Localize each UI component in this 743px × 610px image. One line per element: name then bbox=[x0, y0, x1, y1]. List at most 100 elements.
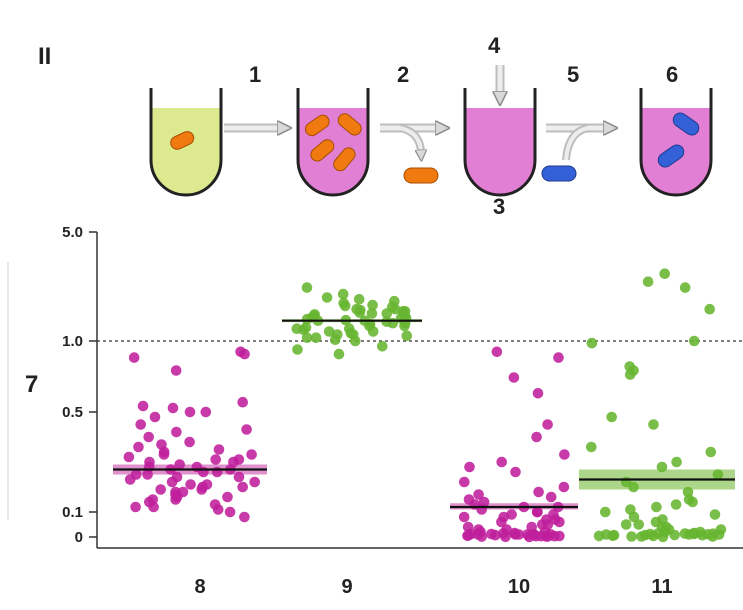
data-point bbox=[553, 352, 564, 363]
data-point bbox=[123, 451, 135, 463]
data-point bbox=[688, 528, 700, 540]
data-point bbox=[671, 456, 682, 468]
data-point bbox=[688, 335, 700, 347]
data-point bbox=[333, 348, 345, 360]
category-labels: 8 9 10 11 bbox=[194, 576, 672, 598]
data-point bbox=[554, 516, 565, 528]
data-point bbox=[459, 476, 470, 488]
data-point bbox=[233, 471, 245, 483]
data-point bbox=[211, 466, 223, 478]
data-point bbox=[636, 531, 647, 542]
data-point bbox=[301, 313, 313, 325]
data-point bbox=[353, 294, 365, 305]
data-point bbox=[184, 406, 196, 418]
data-point bbox=[301, 282, 313, 293]
data-point bbox=[401, 330, 413, 342]
data-point bbox=[130, 501, 141, 513]
data-point bbox=[496, 456, 508, 468]
step-label-6: 6 bbox=[666, 62, 678, 87]
step-label-5: 5 bbox=[567, 62, 579, 87]
blue-bacterium-added bbox=[541, 165, 577, 182]
data-point bbox=[387, 317, 399, 329]
data-point bbox=[174, 459, 185, 470]
data-point bbox=[200, 406, 212, 418]
data-point bbox=[170, 494, 181, 505]
data-point bbox=[224, 506, 236, 518]
data-point bbox=[648, 419, 659, 430]
pink-medium bbox=[298, 108, 368, 195]
data-points bbox=[123, 268, 727, 543]
data-point bbox=[707, 531, 718, 542]
data-point bbox=[337, 288, 349, 300]
orange-bacterium bbox=[337, 113, 362, 136]
category-label-9: 9 bbox=[341, 576, 352, 598]
data-point bbox=[143, 431, 154, 443]
data-point bbox=[196, 484, 207, 495]
data-point bbox=[167, 402, 179, 414]
data-point bbox=[198, 466, 209, 478]
data-point bbox=[709, 509, 721, 520]
category-label-11: 11 bbox=[651, 576, 672, 598]
y-tick-label: 0 bbox=[75, 529, 83, 546]
data-point bbox=[171, 426, 182, 438]
data-point bbox=[184, 436, 195, 448]
orange-bacterium bbox=[170, 131, 195, 150]
data-point bbox=[137, 400, 149, 412]
data-point bbox=[606, 411, 617, 423]
tube-invaded-culture bbox=[639, 88, 713, 197]
data-point bbox=[586, 337, 598, 349]
data-point bbox=[351, 303, 362, 315]
pink-medium bbox=[465, 108, 535, 195]
data-point bbox=[705, 446, 717, 458]
data-point bbox=[149, 411, 161, 423]
data-point bbox=[496, 516, 507, 528]
data-point bbox=[657, 531, 669, 543]
step-label-2: 2 bbox=[397, 62, 409, 87]
data-point bbox=[210, 454, 221, 465]
data-point bbox=[321, 292, 333, 303]
data-point bbox=[535, 530, 547, 542]
blue-bacterium bbox=[672, 112, 700, 136]
data-point bbox=[367, 326, 379, 337]
blue-bacterium bbox=[657, 144, 685, 168]
data-point bbox=[213, 444, 225, 455]
data-point bbox=[531, 431, 542, 443]
data-point bbox=[628, 481, 639, 493]
data-point bbox=[381, 308, 393, 319]
data-point bbox=[166, 476, 178, 488]
data-point bbox=[249, 476, 260, 488]
data-point bbox=[542, 419, 553, 430]
data-point bbox=[626, 531, 637, 542]
tube-fresh-medium bbox=[463, 88, 537, 197]
orange-bacterium-removed bbox=[403, 167, 439, 184]
data-point bbox=[476, 531, 488, 542]
data-point bbox=[463, 529, 474, 541]
data-point bbox=[510, 466, 521, 478]
data-point bbox=[593, 530, 605, 542]
panel-label: II bbox=[38, 43, 51, 70]
data-point bbox=[473, 489, 484, 500]
y-tick-label: 1.0 bbox=[62, 333, 83, 350]
tube-grown-culture bbox=[296, 88, 370, 197]
data-point bbox=[498, 528, 509, 539]
orange-bacterium bbox=[304, 114, 330, 137]
data-point bbox=[476, 504, 488, 515]
data-point bbox=[558, 481, 570, 493]
data-point bbox=[679, 528, 691, 539]
data-point bbox=[620, 519, 632, 530]
data-point bbox=[148, 501, 159, 513]
tube-initial-culture bbox=[149, 88, 223, 197]
data-point bbox=[291, 323, 303, 335]
y-tick-label: 5.0 bbox=[62, 224, 83, 241]
data-point bbox=[559, 449, 570, 460]
data-point bbox=[170, 365, 182, 376]
chart: 7 5.0 1.0 0.5 0.1 0 8 9 10 11 bbox=[7, 224, 743, 598]
data-point bbox=[339, 300, 351, 312]
y-ticks: 5.0 1.0 0.5 0.1 0 bbox=[62, 224, 97, 546]
data-point bbox=[687, 496, 698, 508]
data-point bbox=[332, 329, 343, 340]
data-point bbox=[237, 481, 248, 493]
data-point bbox=[670, 499, 682, 510]
category-label-10: 10 bbox=[508, 576, 530, 598]
